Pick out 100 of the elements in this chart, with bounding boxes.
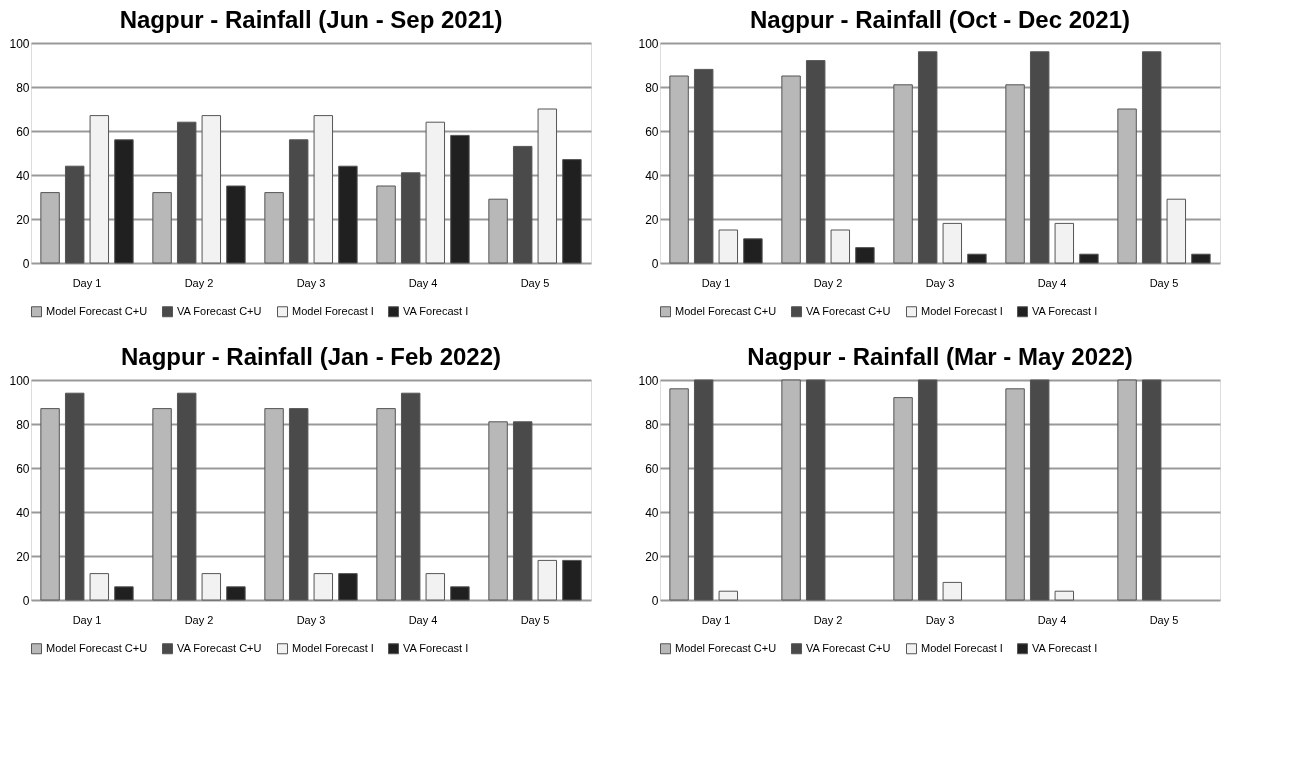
legend-label: VA Forecast C+U [177, 641, 262, 654]
y-tick-label: 100 [638, 373, 659, 388]
y-tick-label: 100 [9, 36, 30, 51]
bar [488, 421, 508, 601]
bar [893, 84, 913, 264]
y-tick-label: 20 [645, 549, 659, 564]
bar [288, 139, 309, 264]
y-tick-label: 60 [645, 461, 659, 476]
y-tick-label: 60 [16, 124, 30, 139]
x-tick-label: Day 3 [925, 276, 955, 289]
x-tick-label: Day 2 [813, 613, 843, 626]
bar [176, 121, 197, 264]
x-tick-label: Day 4 [408, 276, 438, 289]
bar [313, 573, 334, 601]
bar [669, 75, 689, 264]
legend-label: VA Forecast C+U [806, 641, 891, 654]
legend-label: VA Forecast I [1032, 304, 1098, 317]
bar [743, 238, 763, 264]
bar [450, 134, 470, 264]
bar [830, 229, 851, 264]
bar [376, 408, 396, 601]
x-tick-label: Day 5 [1149, 613, 1179, 626]
bar [942, 222, 963, 264]
bar [917, 51, 938, 264]
x-tick-label: Day 1 [72, 613, 102, 626]
y-tick-label: 60 [16, 461, 30, 476]
x-tick-label: Day 1 [701, 613, 731, 626]
bar [917, 379, 938, 601]
bar [562, 159, 582, 264]
bar [338, 573, 358, 601]
bar [512, 421, 533, 601]
y-tick-label: 20 [16, 549, 30, 564]
bar [1166, 198, 1187, 264]
x-tick-label: Day 3 [925, 613, 955, 626]
y-tick-label: 20 [16, 212, 30, 227]
y-tick-label: 100 [9, 373, 30, 388]
bar [669, 388, 689, 601]
y-tick-label: 100 [638, 36, 659, 51]
y-tick-label: 80 [645, 80, 659, 95]
bar [718, 229, 739, 264]
bar [114, 586, 134, 601]
bar [226, 586, 246, 601]
bar [893, 397, 913, 601]
bar [967, 253, 987, 264]
x-tick-label: Day 1 [701, 276, 731, 289]
bar [152, 408, 172, 601]
y-tick-label: 80 [16, 80, 30, 95]
bar [201, 115, 222, 264]
y-tick-label: 80 [16, 417, 30, 432]
bar [1005, 84, 1025, 264]
legend-label: Model Forecast I [921, 304, 1003, 317]
bar [40, 408, 60, 601]
bar [40, 192, 60, 264]
bar [718, 590, 739, 601]
x-tick-label: Day 4 [1037, 613, 1067, 626]
y-tick-label: 20 [645, 212, 659, 227]
y-tick-label: 0 [22, 593, 30, 608]
x-tick-label: Day 3 [296, 613, 326, 626]
y-tick-label: 40 [645, 168, 659, 183]
bar [512, 145, 533, 264]
bar [537, 559, 558, 601]
y-tick-label: 40 [16, 505, 30, 520]
bar [1079, 253, 1099, 264]
x-tick-label: Day 3 [296, 276, 326, 289]
x-tick-label: Day 5 [520, 276, 550, 289]
x-tick-label: Day 5 [1149, 276, 1179, 289]
y-tick-label: 40 [645, 505, 659, 520]
bar [425, 573, 446, 601]
bar [693, 379, 714, 601]
x-tick-label: Day 2 [184, 276, 214, 289]
bar [288, 408, 309, 601]
y-tick-label: 0 [22, 256, 30, 271]
bar [400, 392, 421, 601]
chart-title: Nagpur - Rainfall (Jan - Feb 2022) [120, 343, 502, 370]
bar [562, 559, 582, 601]
bar [1141, 51, 1162, 264]
x-tick-label: Day 4 [408, 613, 438, 626]
bar [338, 165, 358, 264]
y-tick-label: 40 [16, 168, 30, 183]
bar [226, 185, 246, 264]
bar [450, 586, 470, 601]
bar [400, 172, 421, 264]
bar [64, 165, 85, 264]
bar [89, 115, 110, 264]
x-tick-label: Day 1 [72, 276, 102, 289]
bar [693, 68, 714, 264]
bar [805, 379, 826, 601]
legend-label: Model Forecast C+U [675, 641, 777, 654]
bar [264, 192, 284, 264]
legend-label: VA Forecast I [1032, 641, 1098, 654]
bar [942, 581, 963, 601]
bar [201, 573, 222, 601]
bar [537, 108, 558, 264]
bar [1029, 51, 1050, 264]
legend-label: VA Forecast I [403, 641, 469, 654]
bar [781, 379, 801, 601]
legend-label: Model Forecast C+U [46, 641, 148, 654]
bar [89, 573, 110, 601]
bar [64, 392, 85, 601]
legend-label: Model Forecast I [292, 304, 374, 317]
